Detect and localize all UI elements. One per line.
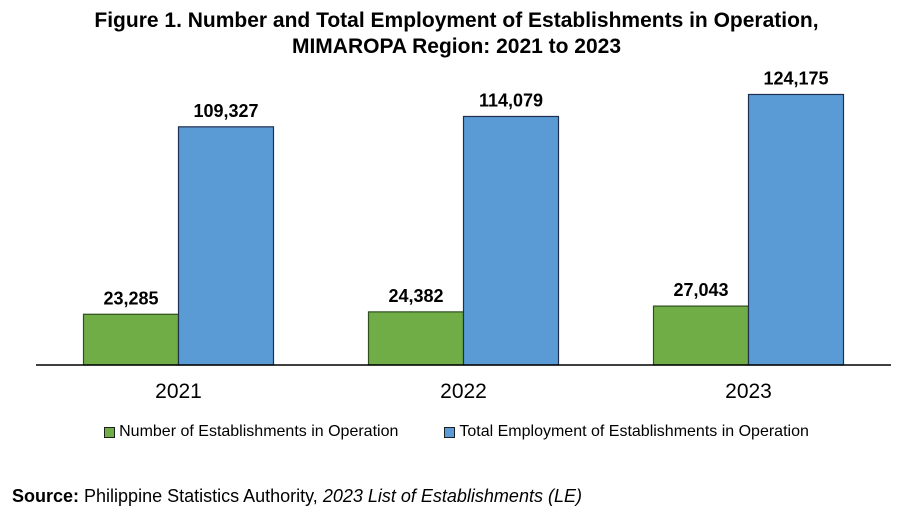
- source-title: 2023 List of Establishments (LE): [322, 486, 582, 506]
- legend-label-establishments: Number of Establishments in Operation: [119, 423, 399, 440]
- chart-title: Figure 1. Number and Total Employment of…: [0, 8, 913, 60]
- legend-item-establishments: Number of Establishments in Operation: [104, 423, 398, 441]
- chart-title-line-2: MIMAROPA Region: 2021 to 2023: [291, 35, 622, 58]
- chart-title-line-1: Figure 1. Number and Total Employment of…: [94, 9, 819, 32]
- legend-swatch-blue: [444, 426, 456, 438]
- bar-employment-2022: [462, 115, 560, 366]
- bar-employment-2021: [177, 126, 275, 366]
- data-label-establishments-2021: 23,285: [103, 288, 158, 308]
- source-text: Philippine Statistics Authority,: [79, 486, 323, 506]
- source-label: Source:: [12, 486, 80, 506]
- bar-employment-2023: [747, 93, 845, 366]
- source-note: Source: Philippine Statistics Authority,…: [12, 486, 582, 507]
- data-label-establishments-2022: 24,382: [388, 286, 443, 306]
- data-label-employment-2023: 124,175: [763, 68, 828, 88]
- legend-label-employment: Total Employment of Establishments in Op…: [459, 423, 809, 440]
- data-label-employment-2021: 109,327: [193, 101, 258, 121]
- data-label-establishments-2023: 27,043: [673, 280, 728, 300]
- bar-establishments-2021: [82, 313, 180, 366]
- x-tick-label-2022: 2022: [440, 380, 487, 403]
- legend: Number of Establishments in Operation To…: [0, 423, 913, 441]
- bar-establishments-2023: [652, 305, 750, 366]
- bar-establishments-2022: [367, 311, 465, 366]
- data-label-employment-2022: 114,079: [479, 90, 543, 110]
- x-tick-label-2023: 2023: [725, 380, 772, 403]
- bar-chart: 23,285 109,327 2021 24,382 114,079 2022 27,043…: [36, 68, 891, 403]
- x-tick-label-2021: 2021: [155, 380, 202, 403]
- legend-swatch-green: [104, 426, 116, 438]
- legend-item-employment: Total Employment of Establishments in Op…: [444, 423, 809, 441]
